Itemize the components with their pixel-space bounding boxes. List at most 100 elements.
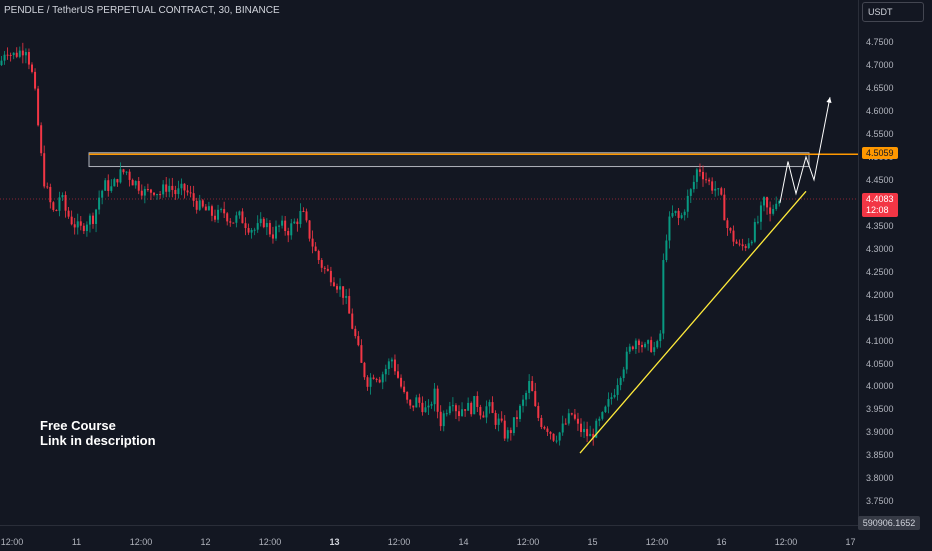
time-tick-label: 13 xyxy=(329,537,340,547)
candle-body xyxy=(302,210,305,212)
support-trendline xyxy=(579,190,807,454)
candle-body xyxy=(256,223,259,230)
candle-body xyxy=(250,229,253,233)
candle-body xyxy=(180,183,183,189)
currency-button[interactable]: USDT xyxy=(862,2,924,22)
candle-body xyxy=(494,412,497,425)
candle-body xyxy=(82,225,85,232)
price-tick-label: 4.5500 xyxy=(866,128,894,139)
candle-body xyxy=(40,125,43,154)
candle-body xyxy=(52,202,55,210)
candle-body xyxy=(217,209,220,220)
candle-body xyxy=(778,200,781,204)
candle-body xyxy=(153,192,155,195)
candle-body xyxy=(317,250,320,261)
candle-body xyxy=(732,230,735,242)
candle-body xyxy=(479,406,482,416)
candle-body xyxy=(253,229,256,231)
candle-body xyxy=(775,203,778,210)
candle-body xyxy=(750,241,753,244)
candle-body xyxy=(58,197,61,211)
candle-body xyxy=(458,411,460,417)
candle-body xyxy=(381,374,384,383)
candle-body xyxy=(491,402,494,413)
candle-body xyxy=(375,378,378,380)
chart-area[interactable] xyxy=(0,0,858,525)
candle-body xyxy=(189,192,192,194)
candle-body xyxy=(702,171,704,180)
candle-body xyxy=(653,347,656,352)
candle-body xyxy=(497,418,500,425)
candle-body xyxy=(531,381,534,392)
candle-body xyxy=(296,221,299,225)
candle-body xyxy=(631,346,634,350)
candle-body xyxy=(204,206,207,211)
candle-body xyxy=(677,210,680,218)
candle-body xyxy=(15,52,18,57)
time-axis[interactable] xyxy=(0,525,858,551)
candle-body xyxy=(662,260,665,334)
price-chart[interactable] xyxy=(0,0,858,525)
price-tick-label: 4.7500 xyxy=(866,37,894,48)
candle-body xyxy=(171,185,174,190)
candle-body xyxy=(24,52,27,56)
candle-body xyxy=(735,241,738,244)
candle-body xyxy=(528,381,531,393)
candle-body xyxy=(275,226,277,239)
candle-body xyxy=(598,418,601,421)
candle-body xyxy=(607,399,610,407)
price-tick-label: 4.4500 xyxy=(866,174,894,185)
price-tick-label: 4.2500 xyxy=(866,266,894,277)
candle-body xyxy=(427,405,430,408)
price-axis[interactable] xyxy=(858,0,932,525)
candle-body xyxy=(717,188,720,190)
candle-body xyxy=(485,406,488,418)
candle-body xyxy=(0,60,3,66)
candle-body xyxy=(384,368,387,375)
candle-body xyxy=(525,392,528,400)
annotation-line-1: Free Course xyxy=(40,418,116,433)
candle-body xyxy=(671,213,674,217)
candle-body xyxy=(473,396,476,415)
candle-body xyxy=(537,406,540,418)
time-tick-label: 12:00 xyxy=(516,537,540,547)
candle-body xyxy=(772,209,775,214)
candle-body xyxy=(113,179,116,187)
candle-body xyxy=(500,418,503,421)
candle-body xyxy=(308,220,311,239)
candle-body xyxy=(442,413,445,427)
candle-body xyxy=(744,246,747,249)
candle-body xyxy=(119,169,122,183)
candle-body xyxy=(592,433,595,438)
candle-body xyxy=(769,207,772,214)
candle-body xyxy=(476,396,479,407)
candle-body xyxy=(366,377,369,387)
candle-body xyxy=(534,391,537,407)
candle-body xyxy=(162,184,165,195)
price-tick-label: 3.8500 xyxy=(866,450,894,461)
candle-body xyxy=(403,386,406,393)
candle-body xyxy=(247,228,250,233)
candle-body xyxy=(268,223,271,235)
candle-body xyxy=(695,169,698,182)
candle-body xyxy=(107,180,110,191)
candle-body xyxy=(165,184,168,192)
candle-body xyxy=(290,223,293,236)
candle-body xyxy=(116,179,119,183)
candle-body xyxy=(573,414,576,419)
candle-body xyxy=(390,359,393,362)
price-tick-label: 3.9000 xyxy=(866,427,894,438)
candle-body xyxy=(650,340,653,352)
candle-body xyxy=(604,406,607,413)
candle-body xyxy=(467,402,470,411)
candle-body xyxy=(656,341,659,348)
candle-body xyxy=(540,417,543,428)
candle-body xyxy=(332,282,335,287)
candle-body xyxy=(415,397,418,408)
candle-body xyxy=(393,359,396,372)
candle-body xyxy=(244,223,247,229)
candle-body xyxy=(70,216,73,225)
candle-body xyxy=(558,432,561,441)
time-tick-label: 12:00 xyxy=(774,537,798,547)
candle-body xyxy=(747,243,750,249)
